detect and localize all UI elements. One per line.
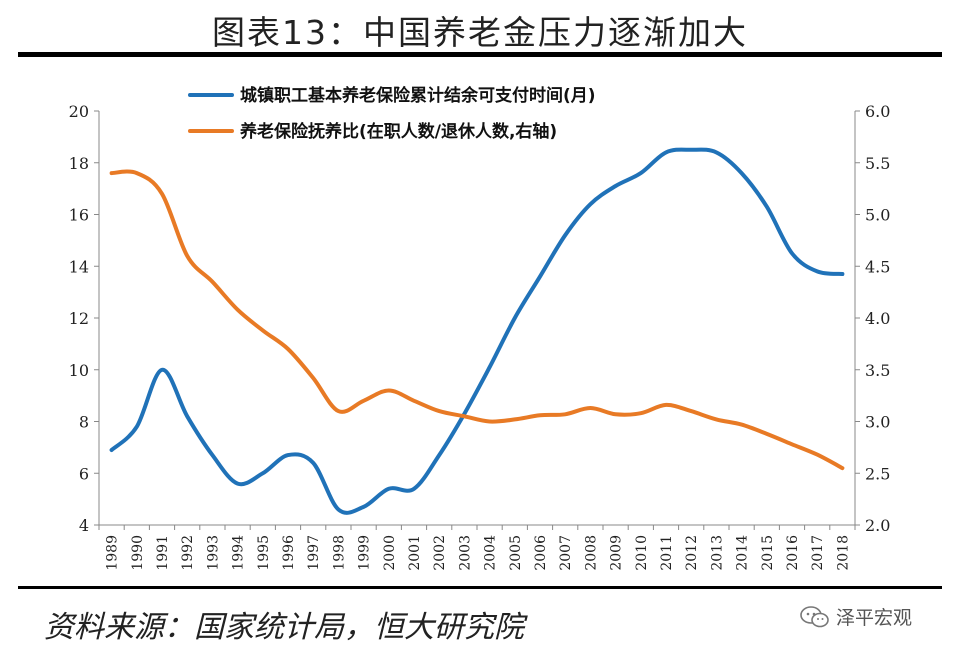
right-tick-label: 2.5 (865, 464, 890, 483)
x-tick-label: 1993 (205, 535, 221, 571)
x-tick-label: 1991 (155, 535, 171, 571)
x-tick-label: 2013 (709, 535, 725, 571)
x-tick-label: 1995 (256, 535, 272, 571)
right-tick-label: 3.0 (865, 413, 890, 432)
x-tick-label: 2007 (558, 535, 574, 571)
right-tick-label: 4.0 (865, 309, 890, 328)
right-tick-label: 3.5 (865, 361, 890, 380)
left-tick-label: 18 (69, 154, 89, 173)
legend-label-1: 城镇职工基本养老保险累计结余可支付时间(月) (240, 85, 596, 106)
wechat-icon (800, 605, 829, 627)
left-tick-label: 8 (79, 413, 89, 432)
x-tick-label: 2000 (382, 535, 398, 571)
x-tick-label: 2001 (407, 535, 423, 571)
chart-series (109, 147, 845, 515)
x-tick-label: 1996 (281, 535, 297, 571)
x-tick-label: 2016 (785, 535, 801, 571)
right-tick-label: 4.5 (865, 257, 890, 276)
left-tick-label: 4 (79, 516, 89, 535)
x-tick-label: 2005 (508, 535, 524, 571)
left-tick-label: 16 (69, 206, 89, 225)
right-tick-label: 5.5 (865, 154, 890, 173)
source-note: 资料来源：国家统计局，恒大研究院 (44, 610, 524, 645)
series-line-2 (109, 169, 845, 471)
x-tick-label: 2003 (457, 535, 473, 571)
x-tick-label: 2015 (760, 535, 776, 571)
top-divider (18, 52, 942, 57)
x-tick-label: 2008 (583, 535, 599, 571)
x-tick-label: 1989 (105, 535, 121, 571)
right-tick-label: 6.0 (865, 102, 890, 121)
x-tick-label: 1990 (130, 535, 146, 571)
left-tick-label: 10 (69, 361, 89, 380)
x-tick-label: 2004 (483, 535, 499, 571)
chart-legend: 城镇职工基本养老保险累计结余可支付时间(月) 养老保险抚养比(在职人数/退休人数,… (188, 85, 596, 142)
series-line-1 (109, 147, 845, 515)
x-tick-label: 1992 (180, 535, 196, 571)
legend-label-2: 养老保险抚养比(在职人数/退休人数,右轴) (239, 121, 557, 142)
x-tick-label: 2011 (659, 535, 675, 571)
left-tick-label: 6 (79, 464, 89, 483)
right-tick-label: 2.0 (865, 516, 890, 535)
x-tick-label: 2002 (432, 535, 448, 571)
x-tick-label: 2017 (810, 535, 826, 571)
watermark-text: 泽平宏观 (836, 607, 913, 629)
x-tick-label: 2009 (609, 535, 625, 571)
x-tick-label: 1997 (306, 535, 322, 571)
left-tick-label: 14 (69, 257, 89, 276)
x-tick-label: 2014 (735, 535, 751, 571)
x-tick-label: 2012 (684, 535, 700, 571)
page-title: 图表13：中国养老金压力逐渐加大 (212, 13, 748, 52)
left-tick-label: 12 (69, 309, 89, 328)
x-tick-label: 1994 (231, 535, 247, 571)
watermark: 泽平宏观 (800, 603, 912, 630)
x-tick-label: 2018 (835, 535, 851, 571)
x-tick-label: 1999 (357, 535, 373, 571)
x-tick-label: 2006 (533, 535, 549, 571)
right-tick-label: 5.0 (865, 206, 890, 225)
left-tick-label: 20 (69, 102, 89, 121)
x-tick-label: 1998 (331, 535, 347, 571)
x-tick-label: 2010 (634, 535, 650, 571)
chart-axes: 4 6 8 10 12 14 16 18 20 2.0 2.5 3.0 3.5 4.0 4.5 5.0 5.5 6… (69, 102, 891, 571)
bottom-divider (18, 586, 942, 589)
